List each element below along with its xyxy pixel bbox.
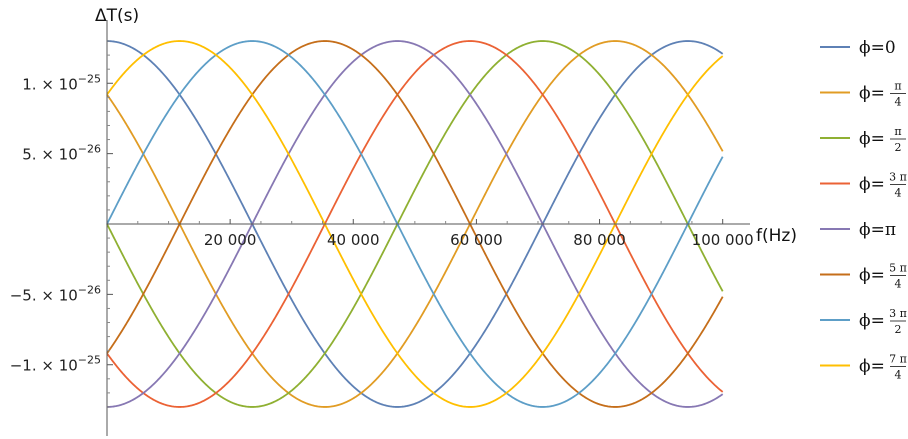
legend-item-7: ϕ= 7 π 4 xyxy=(820,353,907,382)
legend-item-1: ϕ= π 4 xyxy=(820,80,906,109)
legend-fraction-numerator: 3 π xyxy=(889,307,907,320)
legend-label: ϕ= xyxy=(859,129,885,149)
series-line-2 xyxy=(106,40,724,408)
legend-label: ϕ= xyxy=(859,357,885,377)
legend: ϕ=0ϕ= π4ϕ= π2ϕ= 3 π4ϕ=πϕ= 5 π4ϕ= 3 π2ϕ= 7 π4 xyxy=(820,38,907,382)
y-axis-label: ΔT(s) xyxy=(95,6,139,26)
legend-fraction-numerator: π xyxy=(894,125,901,138)
legend-label: ϕ= xyxy=(859,84,885,104)
legend-item-3: ϕ= 3 π 4 xyxy=(820,171,907,200)
legend-label: ϕ= xyxy=(859,266,885,286)
x-tick-label-4: 100 000 xyxy=(692,231,754,249)
legend-fraction-denominator: 4 xyxy=(895,187,902,200)
legend-label: ϕ= xyxy=(859,311,885,331)
series-line-4 xyxy=(106,40,724,408)
y-tick-label-1: 5. × 10−26 xyxy=(22,143,101,164)
legend-label: ϕ=0 xyxy=(859,38,896,58)
legend-item-0: ϕ=0 xyxy=(820,38,896,58)
legend-fraction-denominator: 2 xyxy=(895,323,902,336)
series-line-7 xyxy=(106,40,724,408)
legend-fraction-denominator: 4 xyxy=(895,369,902,382)
legend-item-4: ϕ=π xyxy=(820,220,896,240)
legend-fraction-numerator: π xyxy=(894,80,901,93)
legend-fraction-denominator: 4 xyxy=(895,96,902,109)
series-line-6 xyxy=(106,40,724,408)
x-tick-label-3: 80 000 xyxy=(573,231,626,249)
y-tick-label-3: −1. × 10−25 xyxy=(10,354,101,375)
axes-layer: 20 000 40 000 60 000 80 000 100 000 1. × 10−2… xyxy=(10,20,754,436)
series-line-1 xyxy=(106,40,724,408)
legend-label: ϕ=π xyxy=(859,220,896,240)
legend-label: ϕ= xyxy=(859,175,885,195)
legend-fraction-denominator: 4 xyxy=(895,278,902,291)
x-tick-label-2: 60 000 xyxy=(450,231,503,249)
series-line-5 xyxy=(106,40,724,408)
series-line-0 xyxy=(106,40,724,408)
legend-item-6: ϕ= 3 π 2 xyxy=(820,307,907,336)
x-tick-label-1: 40 000 xyxy=(327,231,380,249)
x-axis-label: f(Hz) xyxy=(756,226,797,246)
legend-fraction-numerator: 5 π xyxy=(889,262,907,275)
legend-item-2: ϕ= π 2 xyxy=(820,125,906,154)
legend-fraction-numerator: 7 π xyxy=(889,353,907,366)
y-tick-label-0: 1. × 10−25 xyxy=(22,72,101,93)
legend-fraction-numerator: 3 π xyxy=(889,171,907,184)
x-tick-label-0: 20 000 xyxy=(204,231,257,249)
legend-fraction-denominator: 2 xyxy=(895,141,902,154)
legend-item-5: ϕ= 5 π 4 xyxy=(820,262,907,291)
y-tick-label-2: −5. × 10−26 xyxy=(10,283,101,304)
series-layer xyxy=(106,40,724,408)
series-line-3 xyxy=(106,40,724,408)
